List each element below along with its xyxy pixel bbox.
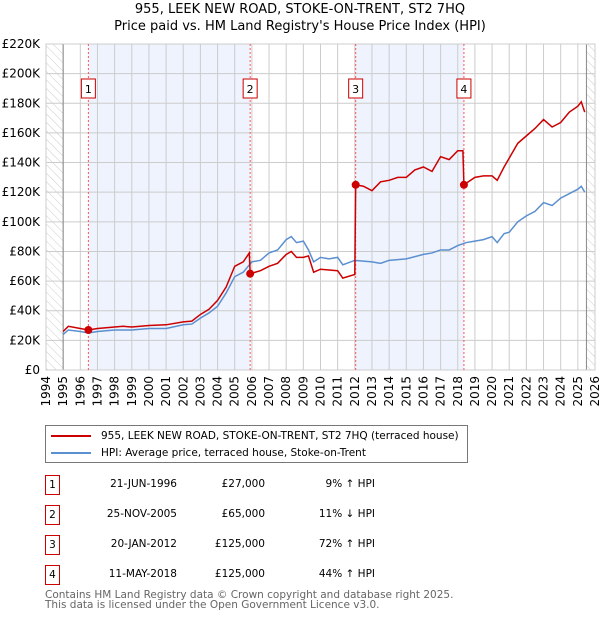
x-tick-label: 2017 (434, 376, 448, 407)
sale-marker-label: 4 (460, 83, 467, 96)
legend-item-hpi: HPI: Average price, terraced house, Stok… (46, 445, 366, 461)
x-tick-label: 2020 (485, 376, 499, 407)
x-tick-label: 2007 (262, 376, 276, 407)
hatched-range (586, 44, 595, 370)
y-tick-label: £160K (2, 126, 42, 140)
hatched-range (46, 44, 64, 370)
sale-date: 20-JAN-2012 (110, 538, 177, 550)
sale-marker-badge: 2 (45, 505, 60, 525)
x-tick-label: 1995 (56, 376, 70, 407)
sale-marker-badge: 3 (45, 535, 60, 555)
x-tick-label: 1997 (90, 376, 104, 407)
sale-marker-box (80, 78, 96, 99)
x-tick-label: 2001 (159, 376, 173, 407)
x-tick-label: 2004 (211, 376, 225, 407)
legend-label: 955, LEEK NEW ROAD, STOKE-ON-TRENT, ST2 … (101, 430, 459, 442)
x-tick-label: 1999 (125, 376, 139, 407)
x-tick-label: 2000 (142, 376, 156, 407)
blue-line-swatch (51, 452, 91, 454)
sale-row: 3 20-JAN-2012 £125,000 72% ↑ HPI (45, 535, 445, 555)
y-tick-label: £100K (2, 215, 42, 229)
sale-marker-badge: 4 (45, 565, 60, 585)
shaded-range (88, 44, 251, 370)
sale-point (84, 325, 93, 334)
x-tick-label: 2023 (537, 376, 551, 407)
sale-date: 21-JUN-1996 (110, 478, 177, 490)
sale-point (351, 180, 360, 189)
sale-point (459, 180, 468, 189)
sale-marker-badge: 1 (45, 475, 60, 495)
x-tick-label: 2009 (296, 376, 310, 407)
x-tick-label: 1998 (108, 376, 122, 407)
footer-line: Contains HM Land Registry data © Crown c… (45, 589, 454, 601)
x-tick-label: 2003 (193, 376, 207, 407)
price-chart: £0 £20K £40K £60K £80K £100K £120K £140K £160K £1… (2, 37, 600, 407)
x-tick-label: 2025 (571, 376, 585, 407)
y-tick-label: £180K (2, 96, 42, 110)
footer: Contains HM Land Registry data © Crown c… (45, 589, 454, 611)
sale-marker-label: 2 (247, 83, 254, 96)
sale-row: 1 21-JUN-1996 £27,000 9% ↑ HPI (45, 475, 445, 495)
x-tick-label: 2014 (382, 376, 396, 407)
sale-price: £27,000 (221, 478, 265, 490)
y-tick-label: £0 (25, 363, 40, 377)
x-tick-label: 2015 (399, 376, 413, 407)
x-tick-label: 2016 (416, 376, 430, 407)
y-tick-label: £200K (2, 67, 42, 81)
sale-hpi-diff: 72% ↑ HPI (318, 538, 375, 550)
x-tick-label: 2021 (502, 376, 516, 407)
legend-item-property: 955, LEEK NEW ROAD, STOKE-ON-TRENT, ST2 … (46, 428, 459, 444)
x-tick-label: 2005 (228, 376, 242, 407)
x-tick-label: 2002 (176, 376, 190, 407)
x-tick-label: 2018 (451, 376, 465, 407)
red-line-swatch (51, 435, 91, 437)
sale-row: 4 11-MAY-2018 £125,000 44% ↑ HPI (45, 565, 445, 585)
sale-row: 2 25-NOV-2005 £65,000 11% ↓ HPI (45, 505, 445, 525)
y-tick-label: £120K (2, 185, 42, 199)
x-tick-label: 1996 (73, 376, 87, 407)
series-line (62, 100, 586, 333)
sale-marker-box (456, 78, 472, 99)
sale-price: £125,000 (214, 538, 265, 550)
sale-marker-label: 3 (352, 83, 359, 96)
shaded-range (355, 44, 464, 370)
x-tick-label: 2024 (554, 376, 568, 407)
sale-date: 11-MAY-2018 (108, 568, 177, 580)
sale-hpi-diff: 44% ↑ HPI (318, 568, 375, 580)
y-tick-label: £220K (2, 37, 42, 51)
sale-marker-box (242, 78, 258, 99)
x-tick-label: 2013 (365, 376, 379, 407)
x-tick-label: 2008 (279, 376, 293, 407)
x-tick-label: 2010 (314, 376, 328, 407)
x-tick-label: 2012 (348, 376, 362, 407)
sale-marker-label: 1 (85, 83, 92, 96)
x-tick-label: 1994 (39, 376, 53, 407)
x-tick-label: 2006 (245, 376, 259, 407)
y-tick-label: £20K (9, 333, 41, 347)
sale-price: £65,000 (221, 508, 265, 520)
y-tick-label: £60K (9, 274, 41, 288)
x-tick-label: 2022 (519, 376, 533, 407)
sale-point (246, 269, 255, 278)
legend-label: HPI: Average price, terraced house, Stok… (101, 447, 366, 459)
x-tick-label: 2019 (468, 376, 482, 407)
plot-border (45, 43, 596, 371)
sale-date: 25-NOV-2005 (106, 508, 177, 520)
y-tick-label: £80K (9, 244, 41, 258)
sale-price: £125,000 (214, 568, 265, 580)
sale-marker-box (348, 78, 364, 99)
series-line (62, 185, 586, 336)
sale-hpi-diff: 9% ↑ HPI (325, 478, 375, 490)
x-tick-label: 2026 (588, 376, 600, 407)
chart-subtitle: Price paid vs. HM Land Registry's House … (114, 19, 486, 34)
sale-hpi-diff: 11% ↓ HPI (318, 508, 375, 520)
footer-line: This data is licensed under the Open Gov… (45, 599, 380, 611)
y-tick-label: £140K (2, 156, 42, 170)
y-tick-label: £40K (9, 304, 41, 318)
chart-title: 955, LEEK NEW ROAD, STOKE-ON-TRENT, ST2 … (134, 2, 466, 17)
x-tick-label: 2011 (331, 376, 345, 407)
legend: 955, LEEK NEW ROAD, STOKE-ON-TRENT, ST2 … (45, 425, 468, 463)
